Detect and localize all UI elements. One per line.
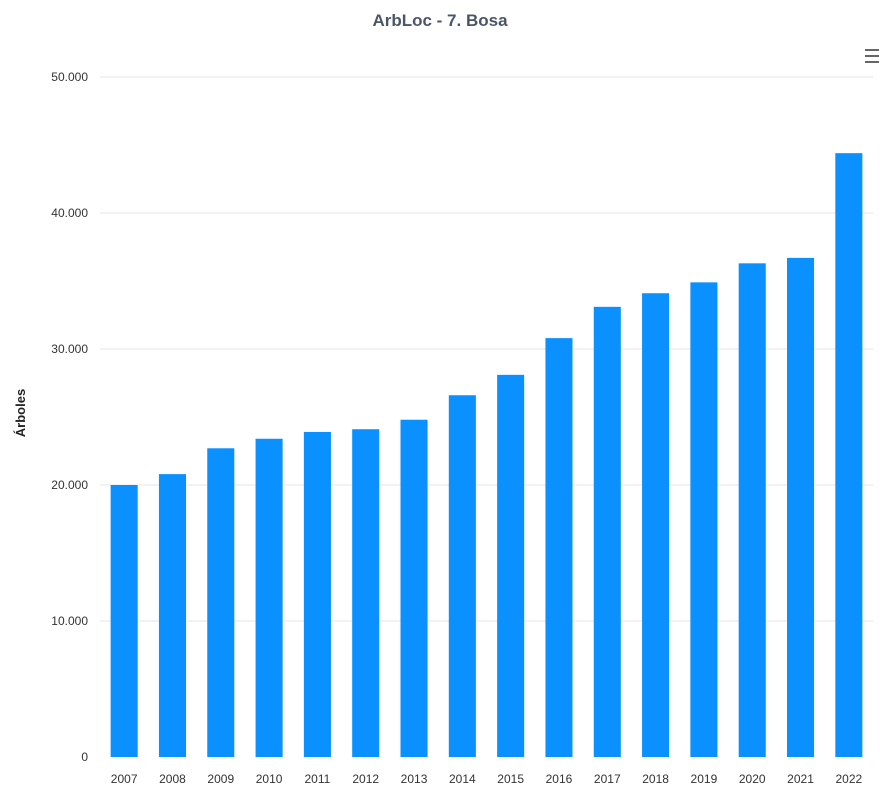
bar-2011[interactable] (303, 431, 331, 757)
y-tick-label: 30.000 (51, 342, 88, 356)
bar-2007[interactable] (110, 485, 138, 757)
y-tick-label: 0 (81, 750, 88, 764)
x-tick-label: 2009 (207, 772, 234, 786)
bar-2017[interactable] (593, 306, 621, 757)
x-tick-label: 2015 (497, 772, 524, 786)
x-tick-label: 2016 (546, 772, 573, 786)
bar-2020[interactable] (738, 263, 766, 757)
x-tick-label: 2019 (691, 772, 718, 786)
x-tick-label: 2021 (787, 772, 814, 786)
x-tick-label: 2020 (739, 772, 766, 786)
x-tick-label: 2017 (594, 772, 621, 786)
chart-title: ArbLoc - 7. Bosa (372, 11, 508, 30)
bar-2021[interactable] (787, 257, 815, 757)
y-axis-title: Árboles (13, 389, 28, 437)
bar-2013[interactable] (400, 419, 428, 757)
bar-2008[interactable] (158, 474, 186, 757)
y-axis-tick-labels: 0 10.000 20.000 30.000 40.000 50.000 (51, 70, 88, 764)
y-tick-label: 10.000 (51, 614, 88, 628)
chart-menu-button[interactable] (860, 44, 880, 66)
x-tick-label: 2014 (449, 772, 476, 786)
bar-2012[interactable] (352, 429, 380, 757)
x-tick-label: 2012 (352, 772, 379, 786)
bar-2019[interactable] (690, 282, 718, 757)
bar-2009[interactable] (207, 448, 235, 757)
y-tick-label: 50.000 (51, 70, 88, 84)
bars (110, 153, 863, 757)
bar-2015[interactable] (497, 374, 525, 757)
x-axis-tick-labels: 2007 2008 2009 2010 2011 2012 2013 2014 2015 2016… (111, 772, 863, 786)
x-tick-label: 2008 (159, 772, 186, 786)
bar-2016[interactable] (545, 338, 573, 757)
x-tick-label: 2011 (305, 772, 331, 786)
x-tick-label: 2010 (256, 772, 283, 786)
x-tick-label: 2018 (642, 772, 669, 786)
y-tick-label: 40.000 (51, 206, 88, 220)
bar-2010[interactable] (255, 438, 283, 757)
x-tick-label: 2007 (111, 772, 138, 786)
bar-2014[interactable] (448, 395, 476, 757)
bar-2018[interactable] (642, 293, 670, 757)
x-tick-label: 2022 (835, 772, 862, 786)
bar-2022[interactable] (835, 153, 863, 757)
x-tick-label: 2013 (401, 772, 428, 786)
y-tick-label: 20.000 (51, 478, 88, 492)
hamburger-menu-icon (865, 49, 879, 63)
